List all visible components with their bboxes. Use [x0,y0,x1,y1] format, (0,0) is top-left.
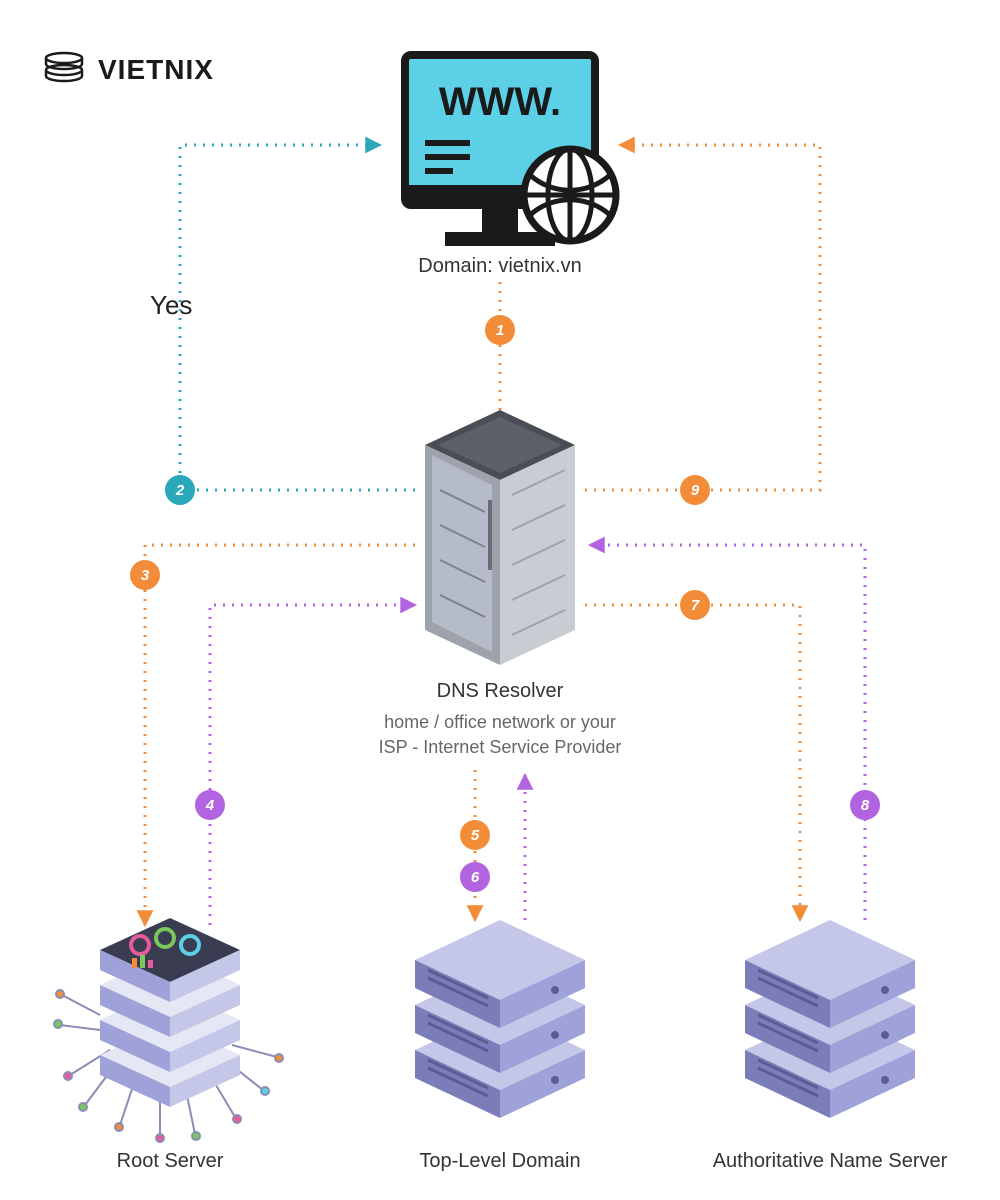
domain-label: Domain: vietnix.vn [380,255,620,278]
brand-name: VIETNIX [98,54,214,86]
step-badge-7: 7 [680,590,710,620]
svg-text:WWW.: WWW. [439,80,561,124]
step-badge-8: 8 [850,790,880,820]
tld-label: Top-Level Domain [400,1150,600,1173]
resolver-title: DNS Resolver [380,680,620,703]
diagram-canvas: WWW. [0,0,1000,1200]
step-badge-6: 6 [460,862,490,892]
edge-4 [210,605,415,925]
auth-server-icon [745,920,915,1118]
brand-logo: VIETNIX [40,50,214,90]
resolver-sub-line2: ISP - Internet Service Provider [379,737,622,757]
root-server-icon [54,918,283,1142]
yes-label: Yes [150,290,192,321]
edge-2 [180,145,415,490]
step-badge-5: 5 [460,820,490,850]
step-badge-4: 4 [195,790,225,820]
root-label: Root Server [70,1150,270,1173]
edge-9 [585,145,820,490]
resolver-subtitle: home / office network or your ISP - Inte… [340,710,660,760]
resolver-sub-line1: home / office network or your [384,712,616,732]
step-badge-9: 9 [680,475,710,505]
tld-server-icon [415,920,585,1118]
resolver-icon [425,410,575,665]
logo-icon [40,50,88,90]
auth-label: Authoritative Name Server [700,1150,960,1173]
step-badge-2: 2 [165,475,195,505]
step-badge-1: 1 [485,315,515,345]
edge-7 [585,605,800,920]
step-badge-3: 3 [130,560,160,590]
browser-icon: WWW. [405,55,616,246]
